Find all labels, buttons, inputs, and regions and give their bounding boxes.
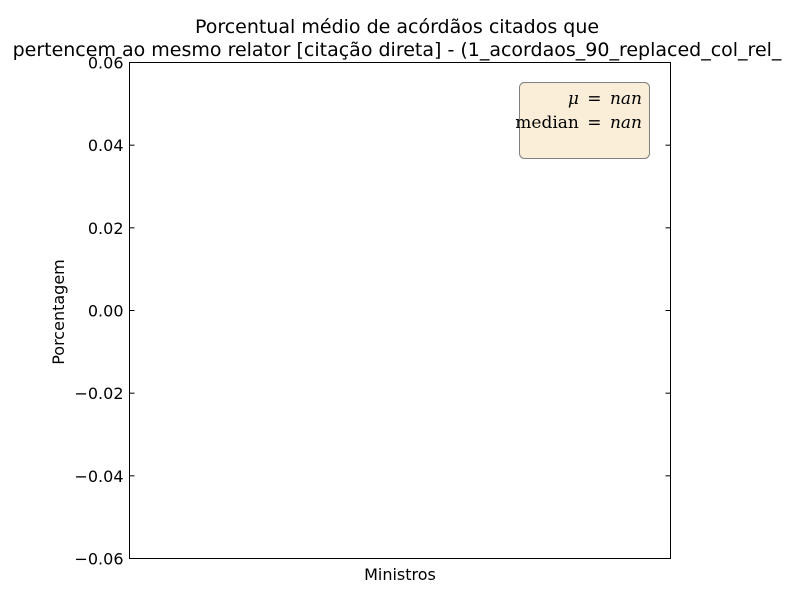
- stats-mean: μ = nan: [568, 89, 642, 109]
- x-axis-label: Ministros: [364, 565, 436, 584]
- stats-median: median = nan: [515, 113, 642, 133]
- y-tick-label: 0.02: [88, 219, 124, 238]
- y-tick-label: −0.04: [74, 467, 123, 486]
- y-tick-label: −0.02: [74, 384, 123, 403]
- y-tick-label: 0.04: [88, 136, 124, 155]
- y-tick-label: 0.06: [88, 54, 124, 73]
- y-axis-label: Porcentagem: [49, 259, 68, 365]
- y-tick-label: −0.06: [74, 550, 123, 569]
- chart-title-line-1: Porcentual médio de acórdãos citados que: [195, 16, 599, 38]
- stats-box: μ = nan median = nan: [515, 82, 650, 159]
- y-axis-ticks: −0.06 −0.04 −0.02 0.00 0.02 0.04 0.06: [74, 54, 671, 569]
- chart-title-line-2: pertencem ao mesmo relator [citação dire…: [13, 39, 782, 61]
- y-tick-label: 0.00: [88, 302, 124, 321]
- stats-box-background: [519, 82, 650, 159]
